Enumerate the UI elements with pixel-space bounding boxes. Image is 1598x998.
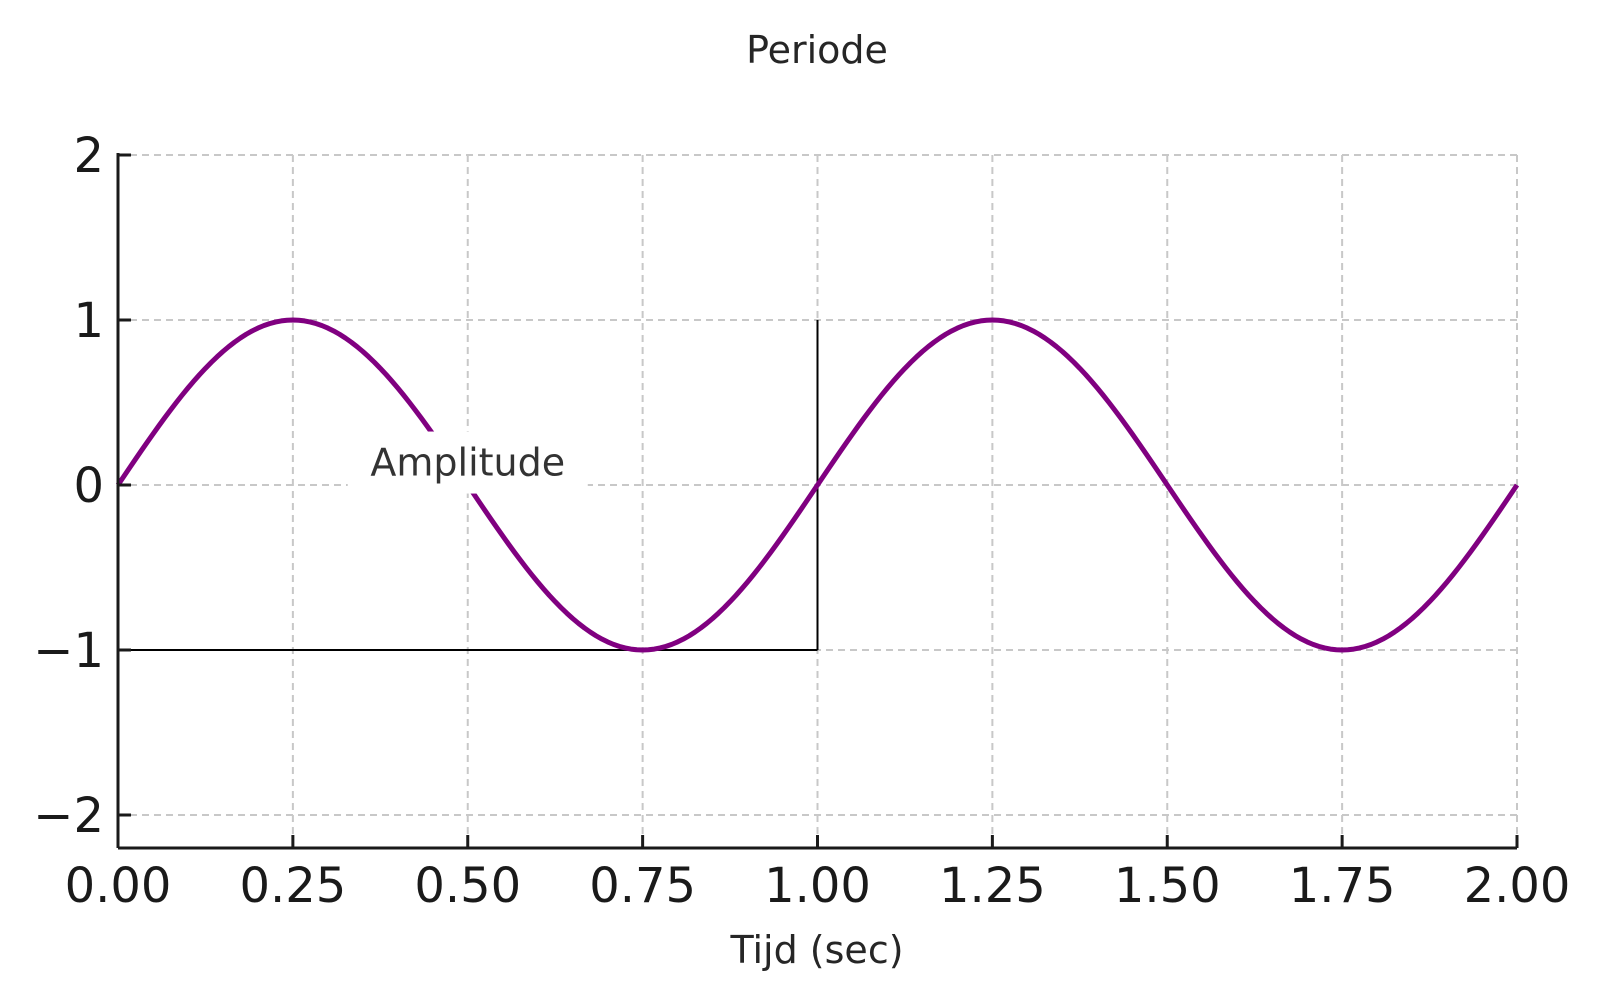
chart-title: Periode (746, 28, 888, 72)
tick-label-layer: 0.00 0.25 0.50 0.75 1.00 1.25 1.50 1.75 2.00 −2 −1… (33, 128, 1570, 914)
x-tick-label: 1.25 (939, 858, 1046, 914)
x-tick-label: 0.75 (589, 858, 696, 914)
amplitude-annotation: Amplitude (370, 441, 565, 485)
annotation-background (347, 431, 588, 494)
annotation-layer: Amplitude (347, 431, 588, 494)
sine-series-line (115, 317, 1520, 653)
y-tick-label: 0 (73, 458, 104, 514)
x-tick-label: 2.00 (1464, 858, 1571, 914)
x-tick-label: 0.25 (239, 858, 346, 914)
x-tick-label: 0.50 (414, 858, 521, 914)
axis-layer (116, 153, 1519, 850)
x-tick-label: 0.00 (65, 858, 172, 914)
y-tick-label: 2 (73, 128, 104, 184)
series-layer (115, 317, 1520, 653)
x-tick-label: 1.75 (1289, 858, 1396, 914)
x-tick-label: 1.00 (764, 858, 871, 914)
y-tick-label: −2 (33, 788, 104, 844)
x-tick-label: 1.50 (1114, 858, 1221, 914)
y-tick-label: −1 (33, 623, 104, 679)
y-tick-label: 1 (73, 293, 104, 349)
x-axis-title: Tijd (sec) (729, 928, 903, 972)
